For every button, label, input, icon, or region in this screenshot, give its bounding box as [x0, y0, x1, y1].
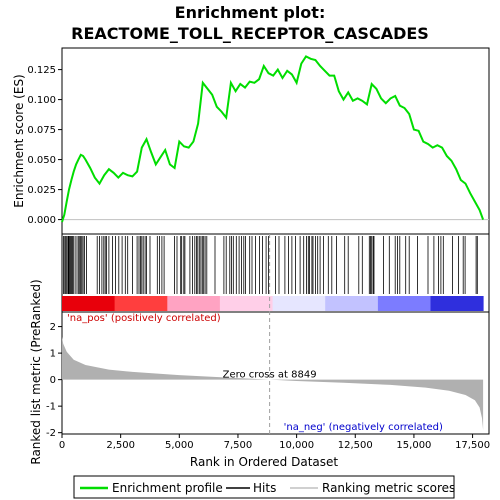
color-band-segment — [377, 296, 431, 311]
color-band-segment — [62, 296, 116, 311]
es-panel: 0.000 0.025 0.050 0.075 0.100 0.125 Enrichmen… — [12, 47, 490, 235]
legend-label-metric: Ranking metric scores — [322, 481, 455, 495]
ranking-metric-area — [62, 336, 484, 430]
legend-label-enrichment: Enrichment profile — [112, 481, 223, 495]
es-y-tick-label: 0.000 — [27, 215, 56, 226]
es-panel-frame — [61, 47, 490, 235]
x-tick-label: 7,500 — [224, 440, 253, 451]
x-tick-label: 2,500 — [106, 440, 135, 451]
es-y-tick-label: 0.050 — [27, 155, 56, 166]
hit-lines — [63, 236, 478, 294]
negative-correlation-label: 'na_neg' (negatively correlated) — [284, 422, 443, 433]
metric-panel: Zero cross at 8849 'na_pos' (positively … — [29, 234, 490, 469]
color-band-segment — [325, 296, 379, 311]
zero-cross-label: Zero cross at 8849 — [223, 370, 317, 381]
positive-correlation-label: 'na_pos' (positively correlated) — [67, 313, 221, 324]
x-tick-label: 10,000 — [279, 440, 314, 451]
legend-label-hits: Hits — [253, 481, 276, 495]
chart-title-line1: Enrichment plot: — [175, 3, 326, 22]
x-tick-label: 12,500 — [338, 440, 373, 451]
x-tick-label: 15,000 — [396, 440, 431, 451]
color-band-segment — [430, 296, 484, 311]
es-y-tick-label: 0.025 — [27, 185, 56, 196]
metric-x-ticks: 0 2,500 5,000 7,500 10,000 12,500 15,000 17,500 — [59, 434, 490, 451]
metric-y-tick-label: 2 — [50, 322, 56, 333]
x-axis-title: Rank in Ordered Dataset — [190, 455, 338, 469]
color-band-segment — [114, 296, 168, 311]
metric-y-tick-label: -2 — [46, 428, 56, 439]
correlation-color-band — [62, 296, 484, 311]
metric-y-axis-title: Ranked list metric (PreRanked) — [29, 279, 43, 464]
enrichment-profile-line — [61, 55, 485, 223]
metric-y-tick-label: -1 — [46, 402, 56, 413]
x-tick-label: 5,000 — [165, 440, 194, 451]
legend: Enrichment profile Hits Ranking metric s… — [73, 475, 455, 499]
hits-panel — [61, 233, 490, 313]
es-y-tick-label: 0.100 — [27, 95, 56, 106]
metric-y-ticks: -2 -1 0 1 2 — [46, 322, 62, 439]
x-tick-label: 17,500 — [455, 440, 490, 451]
chart-title-line2: REACTOME_TOLL_RECEPTOR_CASCADES — [71, 24, 429, 43]
color-band-segment — [167, 296, 221, 311]
es-y-tick-label: 0.075 — [27, 125, 56, 136]
es-y-tick-label: 0.125 — [27, 65, 56, 76]
metric-y-tick-label: 1 — [50, 349, 56, 360]
x-tick-label: 0 — [59, 440, 65, 451]
es-y-axis-title: Enrichment score (ES) — [12, 74, 26, 207]
es-y-ticks: 0.000 0.025 0.050 0.075 0.100 0.125 — [27, 65, 62, 226]
metric-y-tick-label: 0 — [50, 375, 56, 386]
color-band-segment — [219, 296, 273, 311]
legend-frame — [73, 475, 455, 499]
color-band-segment — [272, 296, 326, 311]
